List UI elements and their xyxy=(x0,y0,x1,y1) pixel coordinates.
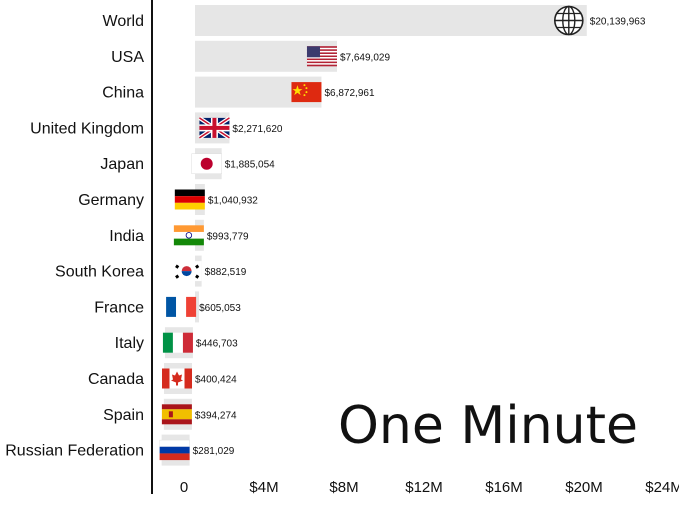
category-label-7: South Korea xyxy=(55,264,144,281)
value-label-11: $394,274 xyxy=(195,410,237,421)
category-label-8: France xyxy=(94,299,144,316)
category-label-11: Spain xyxy=(103,407,144,424)
value-label-3: $2,271,620 xyxy=(232,124,282,135)
value-label-10: $400,424 xyxy=(195,375,237,386)
canada-flag xyxy=(162,368,193,389)
category-label-2: China xyxy=(102,85,144,102)
x-tick-label-0: 0 xyxy=(180,479,188,496)
bar-8 xyxy=(195,291,199,323)
category-labels-group: World USA China United Kingdom Japan Germany I… xyxy=(5,13,144,460)
x-tick-label-2: $8M xyxy=(329,479,358,496)
category-label-4: Japan xyxy=(100,156,144,173)
value-label-2: $6,872,961 xyxy=(324,88,374,99)
category-label-3: United Kingdom xyxy=(30,120,144,137)
x-tick-label-1: $4M xyxy=(249,479,278,496)
value-labels-group: $20,139,963 $7,649,029 $6,872,961 $2,271,62… xyxy=(193,17,646,458)
x-tick-label-3: $12M xyxy=(405,479,443,496)
value-label-1: $7,649,029 xyxy=(340,52,390,63)
value-label-4: $1,885,054 xyxy=(225,160,275,171)
category-label-6: India xyxy=(109,228,144,245)
value-label-9: $446,703 xyxy=(196,339,238,350)
france-flag xyxy=(166,296,197,317)
germany-flag xyxy=(174,189,205,210)
value-label-0: $20,139,963 xyxy=(590,17,646,28)
value-label-8: $605,053 xyxy=(199,303,241,314)
x-tick-label-6: $24M xyxy=(645,479,679,496)
overlay-caption: One Minute xyxy=(338,396,639,456)
south-korea-flag xyxy=(171,261,202,282)
bar-0 xyxy=(195,5,587,36)
value-label-5: $1,040,932 xyxy=(208,196,258,207)
flags-group xyxy=(159,5,584,461)
category-label-9: Italy xyxy=(115,335,144,352)
japan-flag xyxy=(191,153,222,174)
globe-icon xyxy=(553,5,584,36)
value-label-6: $993,779 xyxy=(207,231,249,242)
russia-flag xyxy=(159,439,190,461)
category-label-0: World xyxy=(103,13,145,30)
category-label-12: Russian Federation xyxy=(5,443,144,460)
category-label-10: Canada xyxy=(88,371,144,388)
india-flag xyxy=(173,225,204,246)
usa-flag xyxy=(306,46,337,67)
x-tick-label-5: $20M xyxy=(565,479,603,496)
x-axis-ticks: 0 $4M $8M $12M $16M $20M $24M xyxy=(180,479,679,496)
x-tick-label-4: $16M xyxy=(485,479,523,496)
uk-flag xyxy=(198,116,231,140)
category-label-1: USA xyxy=(111,49,144,66)
italy-flag xyxy=(162,332,193,353)
china-flag xyxy=(291,82,322,103)
category-label-5: Germany xyxy=(78,192,144,209)
spain-flag xyxy=(161,404,192,425)
value-label-12: $281,029 xyxy=(193,446,235,457)
value-label-7: $882,519 xyxy=(205,267,247,278)
